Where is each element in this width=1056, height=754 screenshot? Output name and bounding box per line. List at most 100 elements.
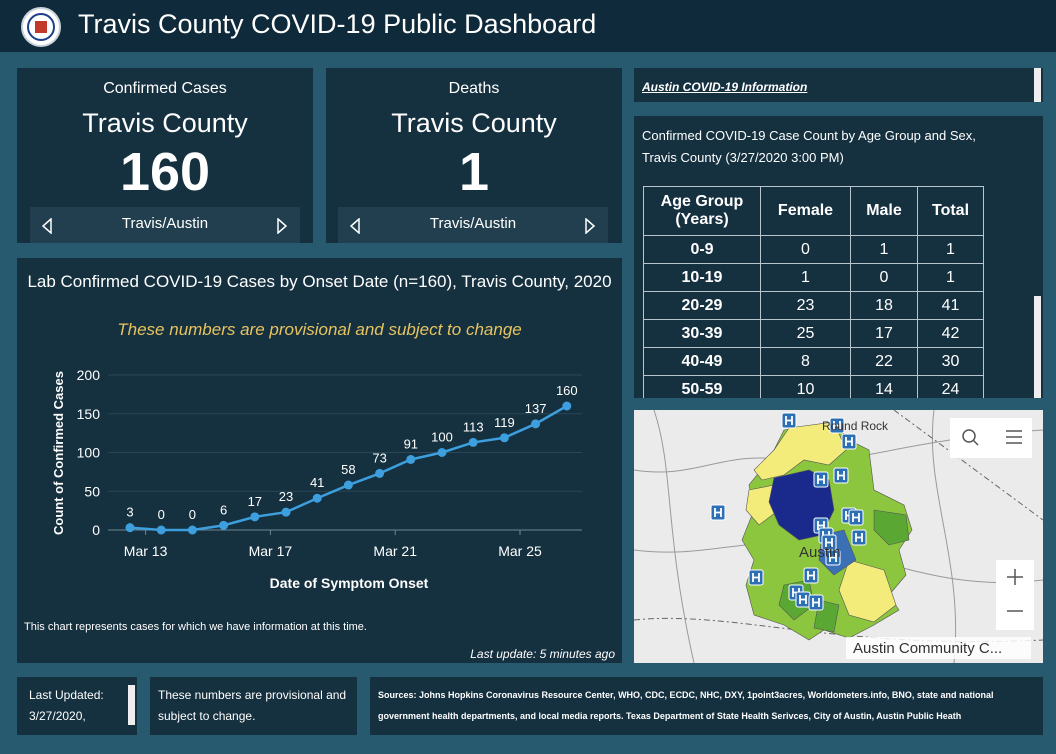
next-button[interactable] (276, 218, 288, 234)
hospital-icon (748, 569, 764, 586)
hospital-icon (795, 591, 811, 608)
count-cell: 14 (850, 375, 918, 398)
table-panel: Confirmed COVID-19 Case Count by Age Gro… (634, 116, 1043, 398)
legend-button[interactable] (1006, 430, 1022, 444)
point (312, 493, 322, 503)
map[interactable]: Round Rock Austin Austin Community C... (634, 410, 1043, 663)
value-label: 0 (189, 507, 196, 522)
y-tick-label: 100 (77, 445, 101, 461)
deaths-nav-text: Travis/Austin (429, 215, 517, 232)
prev-button[interactable] (42, 218, 54, 234)
scrollbar[interactable] (1034, 296, 1041, 398)
cases-value: 160 (119, 142, 211, 202)
count-cell: 22 (850, 347, 918, 376)
header-row: Age Group (Years) Female Male Total (643, 186, 984, 236)
footer-text: Sources: Johns Hopkins Coronavirus Resou… (378, 690, 994, 721)
point (187, 525, 197, 535)
chart-note: This chart represents cases for which we… (24, 621, 367, 633)
point (250, 512, 260, 522)
point (343, 480, 353, 490)
cases-area: Travis County (82, 108, 248, 138)
prev-button[interactable] (350, 218, 362, 234)
scrollbar[interactable] (128, 685, 135, 725)
count-cell: 17 (850, 319, 918, 348)
y-tick-label: 150 (77, 406, 101, 422)
count-cell: 18 (850, 291, 918, 320)
value-label: 3 (126, 505, 133, 520)
hospital-icon (781, 412, 797, 429)
logo (21, 7, 61, 47)
zoom-in[interactable] (1007, 569, 1023, 585)
chart: 0 50 100 150 200 Mar 13 Mar 17 Mar 21 Mar 25 Date… (24, 367, 615, 661)
x-tick-label: Mar 13 (124, 543, 168, 559)
count-cell: 24 (917, 375, 984, 398)
age-group: 30-39 (643, 319, 761, 348)
age-table: Age Group (Years) Female Male Total 0-9 0… (643, 186, 984, 398)
y-tick-label: 0 (92, 522, 100, 538)
value-label: 119 (494, 415, 515, 430)
cases-panel: Confirmed Cases Travis County 160 Travis… (17, 68, 313, 243)
column-header: Female (760, 186, 851, 236)
value-label: 73 (372, 450, 386, 465)
header: Travis County COVID-19 Public Dashboard (0, 0, 1056, 52)
point (499, 433, 509, 443)
scrollbar[interactable] (1034, 68, 1041, 102)
footer-text: Last Updated: 3/27/2020, (29, 688, 104, 723)
chart-subtitle: These numbers are provisional and subjec… (117, 320, 522, 339)
hospital-icon (841, 433, 857, 450)
table-row: 0-9 0 1 1 (643, 235, 984, 264)
hospital-icon (710, 504, 726, 521)
age-group: 40-49 (643, 347, 761, 376)
point (437, 448, 447, 457)
point (156, 525, 166, 535)
y-axis-label: Count of Confirmed Cases (51, 371, 66, 535)
attribution: Austin Community C... (853, 640, 1002, 657)
count-cell: 0 (850, 263, 918, 292)
deaths-nav: Travis/Austin (338, 207, 608, 243)
hospital-icon (808, 594, 824, 611)
point (406, 454, 416, 464)
point (219, 520, 229, 530)
point (468, 437, 478, 447)
age-group: 50-59 (643, 375, 761, 398)
count-cell: 1 (917, 235, 984, 264)
hospital-icon (825, 549, 841, 566)
count-cell: 10 (760, 375, 851, 398)
value-label: 160 (556, 383, 578, 398)
value-label: 58 (341, 462, 355, 477)
table-row: 10-19 1 0 1 (643, 263, 984, 292)
footer-updated: Last Updated: 3/27/2020, (17, 677, 137, 735)
deaths-value: 1 (458, 142, 490, 202)
count-cell: 23 (760, 291, 851, 320)
deaths-label: Deaths (448, 80, 500, 97)
point (125, 523, 135, 533)
table-row: 40-49 8 22 30 (643, 347, 984, 376)
search-button[interactable] (962, 429, 979, 446)
hospital-icon (851, 529, 867, 546)
place-label: Austin (799, 544, 841, 561)
count-cell: 25 (760, 319, 851, 348)
attribution-box (846, 637, 1031, 659)
cases-nav-text: Travis/Austin (121, 215, 209, 232)
info-link[interactable]: Austin COVID-19 Information (642, 80, 808, 94)
table-title: Confirmed COVID-19 Case Count by Age Gro… (642, 128, 976, 165)
hospital-icon (848, 509, 864, 526)
count-cell: 30 (917, 347, 984, 376)
chart-title: Lab Confirmed COVID-19 Cases by Onset Da… (27, 272, 612, 291)
deaths-panel: Deaths Travis County 1 Travis/Austin (326, 68, 622, 243)
count-cell: 0 (760, 235, 851, 264)
next-button[interactable] (584, 218, 596, 234)
footer-sources: Sources: Johns Hopkins Coronavirus Resou… (370, 677, 1043, 735)
point (375, 468, 385, 478)
hospital-icon (803, 567, 819, 584)
value-label: 100 (431, 430, 453, 445)
x-tick-label: Mar 17 (249, 543, 293, 559)
x-tick-label: Mar 21 (373, 543, 417, 559)
age-group: 20-29 (643, 291, 761, 320)
table-row: 20-29 23 18 41 (643, 291, 984, 320)
count-cell: 8 (760, 347, 851, 376)
value-label: 6 (220, 502, 227, 517)
cases-nav: Travis/Austin (30, 207, 300, 243)
chart-panel: Lab Confirmed COVID-19 Cases by Onset Da… (17, 258, 622, 663)
